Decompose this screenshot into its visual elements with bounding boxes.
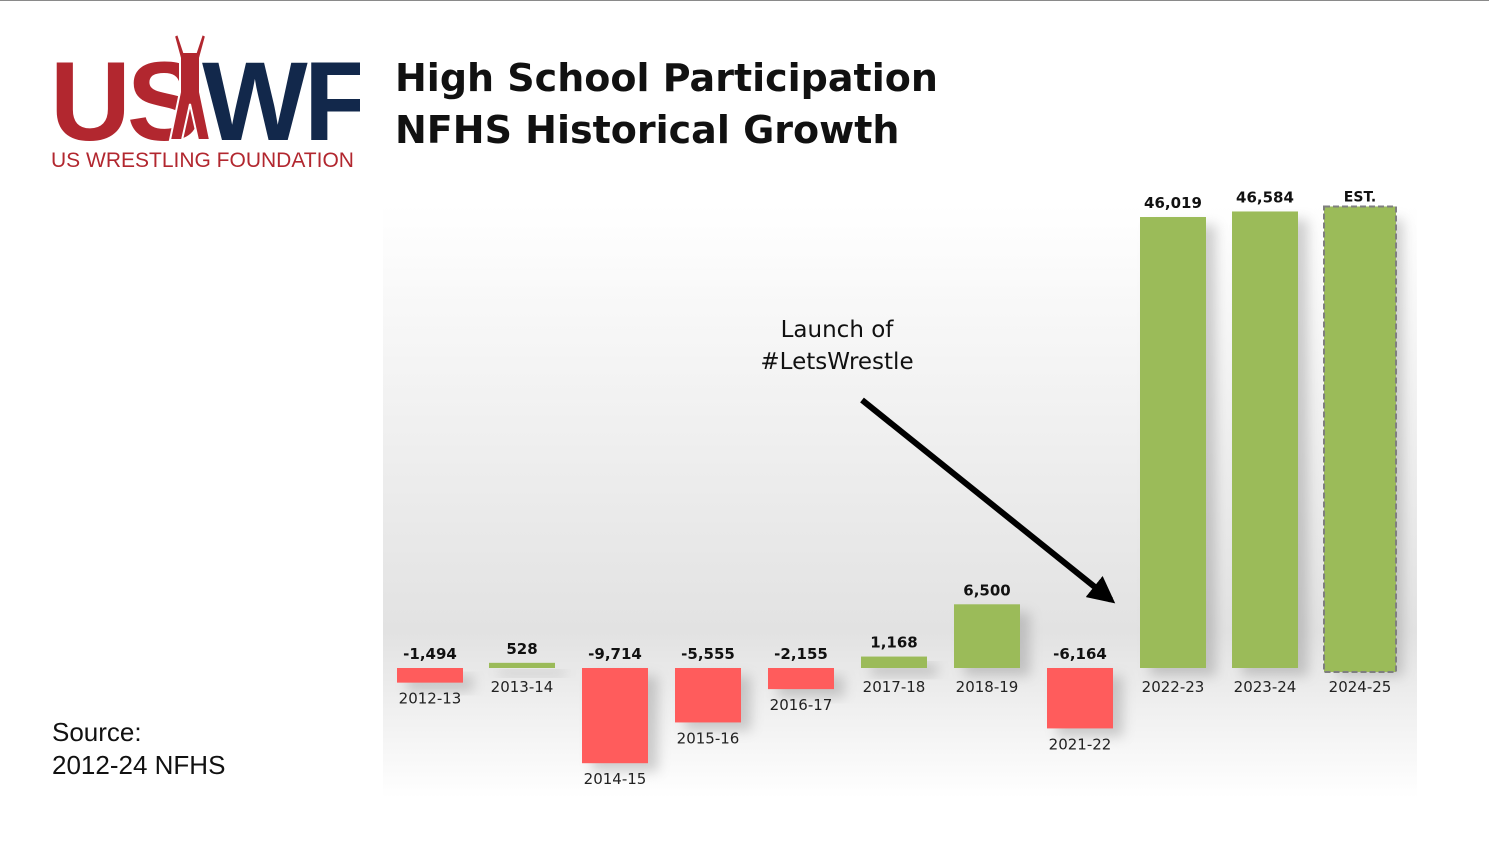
- bar-2021-22: [1047, 668, 1113, 729]
- value-label-2014-15: -9,714: [588, 645, 642, 663]
- source-text: 2012-24 NFHS: [52, 750, 226, 780]
- category-label-2021-22: 2021-22: [1049, 735, 1112, 753]
- svg-text:US: US: [50, 39, 198, 164]
- value-label-2023-24: 46,584: [1236, 188, 1294, 206]
- page-title: High School Participation NFHS Historica…: [395, 52, 938, 156]
- bar-2017-18: [861, 656, 927, 668]
- bar-2024-25: [1323, 205, 1397, 673]
- bar-shadow: [871, 664, 937, 676]
- top-divider: [0, 0, 1489, 1]
- bar-2018-19: [954, 604, 1020, 668]
- source-label: Source:: [52, 717, 142, 747]
- value-label-2024-25: EST.: [1344, 189, 1376, 205]
- bar-2023-24: [1232, 211, 1298, 668]
- value-label-2013-14: 528: [506, 640, 537, 658]
- category-label-2018-19: 2018-19: [956, 678, 1019, 696]
- source-note: Source: 2012-24 NFHS: [52, 716, 225, 782]
- bar-2022-23: [1140, 217, 1206, 668]
- category-label-2014-15: 2014-15: [584, 770, 647, 788]
- svg-text:WF: WF: [202, 39, 360, 164]
- value-label-2016-17: -2,155: [774, 645, 828, 663]
- category-label-2024-25: 2024-25: [1329, 678, 1392, 696]
- bar-shadow: [499, 670, 565, 676]
- title-line-2: NFHS Historical Growth: [395, 108, 900, 152]
- category-label-2022-23: 2022-23: [1142, 678, 1205, 696]
- category-label-2012-13: 2012-13: [399, 690, 462, 708]
- title-line-1: High School Participation: [395, 56, 938, 100]
- category-label-2017-18: 2017-18: [863, 678, 926, 696]
- value-label-2022-23: 46,019: [1144, 194, 1202, 212]
- value-label-2015-16: -5,555: [681, 645, 735, 663]
- bar-2015-16: [675, 668, 741, 723]
- bar-2016-17: [768, 668, 834, 690]
- bar-2013-14: [489, 662, 555, 668]
- uswf-logo: US WF US WRESTLING FOUNDATION: [50, 32, 360, 172]
- annotation-line-1: Launch of: [781, 317, 895, 343]
- bar-2014-15: [582, 668, 648, 764]
- value-label-2018-19: 6,500: [963, 581, 1010, 599]
- category-label-2013-14: 2013-14: [491, 678, 554, 696]
- value-label-2017-18: 1,168: [870, 634, 917, 652]
- value-label-2012-13: -1,494: [403, 645, 457, 663]
- annotation-arrow: [860, 397, 1116, 604]
- logo-tagline: US WRESTLING FOUNDATION: [51, 149, 354, 172]
- bar-2012-13: [397, 668, 463, 683]
- category-label-2015-16: 2015-16: [677, 729, 740, 747]
- value-label-2021-22: -6,164: [1053, 645, 1107, 663]
- category-label-2016-17: 2016-17: [770, 696, 833, 714]
- category-label-2023-24: 2023-24: [1234, 678, 1297, 696]
- annotation-line-2: #LetsWrestle: [760, 349, 913, 375]
